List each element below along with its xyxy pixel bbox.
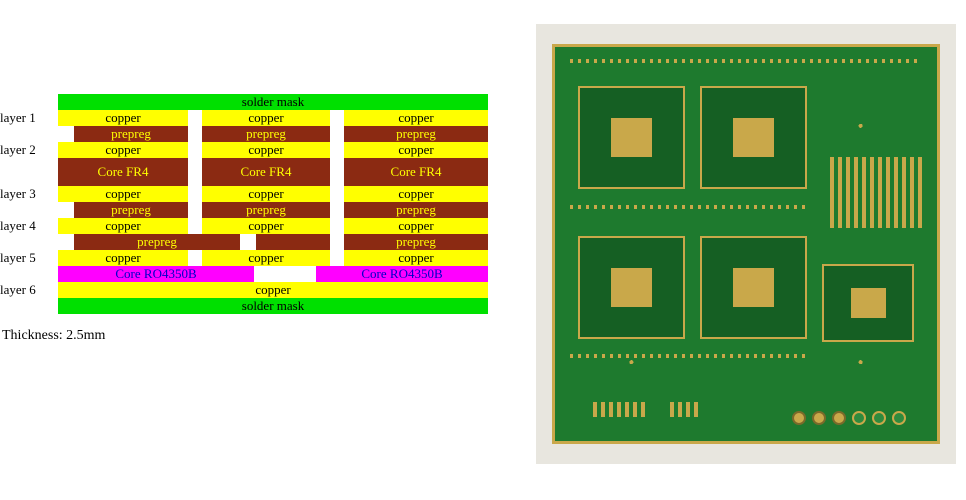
copper-layer: copper [202, 110, 330, 126]
stack-row: copper [58, 282, 488, 298]
gap [188, 110, 202, 126]
prepreg-layer: prepreg [74, 202, 188, 218]
layer-label: layer 6 [0, 283, 56, 297]
stack-row: prepreg prepreg prepreg [58, 202, 488, 218]
pad-cluster [593, 402, 646, 418]
gap [330, 110, 344, 126]
stack-row: copper copper copper [58, 218, 488, 234]
gap [254, 266, 316, 282]
gap [330, 250, 344, 266]
copper-layer: copper [344, 110, 488, 126]
prepreg-layer: prepreg [344, 202, 488, 218]
chip-zone [578, 86, 685, 188]
copper-layer: copper [58, 186, 188, 202]
edge-pads [570, 205, 807, 209]
stack-row: copper copper copper [58, 186, 488, 202]
prepreg-layer [256, 234, 330, 250]
via-icon [872, 411, 886, 425]
gap [330, 158, 344, 186]
copper-layer: copper [58, 282, 488, 298]
layer-label: layer 1 [0, 111, 56, 125]
gap [330, 202, 344, 218]
pcb-photo-frame [536, 24, 956, 464]
layer-label: layer 4 [0, 219, 56, 233]
stack-row: solder mask [58, 298, 488, 314]
edge-pads [570, 59, 921, 63]
gap [188, 250, 202, 266]
gap [330, 142, 344, 158]
prepreg-layer: prepreg [202, 126, 330, 142]
gap [330, 234, 344, 250]
prepreg-layer: prepreg [344, 126, 488, 142]
core-fr4-layer: Core FR4 [202, 158, 330, 186]
copper-layer: copper [202, 218, 330, 234]
solder-mask-layer: solder mask [58, 298, 488, 314]
copper-layer: copper [344, 218, 488, 234]
edge-pads [570, 354, 807, 358]
copper-layer: copper [344, 250, 488, 266]
stack-row: prepreg prepreg [58, 234, 488, 250]
stack-row: copper copper copper [58, 142, 488, 158]
via-icon [832, 411, 846, 425]
copper-layer: copper [202, 142, 330, 158]
gap [188, 218, 202, 234]
prepreg-layer: prepreg [344, 234, 488, 250]
gap [240, 234, 256, 250]
layer-label: layer 5 [0, 251, 56, 265]
gap [330, 126, 344, 142]
chip-zone [700, 86, 807, 188]
gap [330, 186, 344, 202]
copper-layer: copper [202, 186, 330, 202]
core-fr4-layer: Core FR4 [58, 158, 188, 186]
prepreg-layer: prepreg [74, 234, 240, 250]
copper-layer: copper [344, 142, 488, 158]
pad-cluster [670, 402, 701, 418]
chip-zone [700, 236, 807, 338]
layer-labels-column: layer 1 layer 2 layer 3 layer 4 layer 5 layer… [0, 94, 58, 314]
gap [188, 142, 202, 158]
thickness-label: Thickness: 2.5mm [2, 328, 105, 344]
layer-label: layer 2 [0, 143, 56, 157]
copper-layer: copper [58, 250, 188, 266]
gap [188, 158, 202, 186]
copper-layer: copper [58, 110, 188, 126]
core-ro4350b-layer: Core RO4350B [316, 266, 488, 282]
prepreg-layer: prepreg [74, 126, 188, 142]
copper-layer: copper [58, 218, 188, 234]
stackup-column: solder maskcoppercoppercopperprepregprep… [58, 94, 488, 314]
via-icon [852, 411, 866, 425]
copper-layer: copper [58, 142, 188, 158]
via-icon [792, 411, 806, 425]
header-pads [830, 157, 922, 228]
via-icon [812, 411, 826, 425]
chip-zone [578, 236, 685, 338]
copper-layer: copper [344, 186, 488, 202]
gap [330, 218, 344, 234]
layer-label: layer 3 [0, 187, 56, 201]
via-row [792, 411, 906, 425]
stack-row: prepreg prepreg prepreg [58, 126, 488, 142]
core-ro4350b-layer: Core RO4350B [58, 266, 254, 282]
gap [188, 126, 202, 142]
prepreg-layer: prepreg [202, 202, 330, 218]
stack-row: copper copper copper [58, 250, 488, 266]
core-fr4-layer: Core FR4 [344, 158, 488, 186]
gap [188, 186, 202, 202]
stack-row: Core RO4350B Core RO4350B [58, 266, 488, 282]
stack-row: Core FR4 Core FR4 Core FR4 [58, 158, 488, 186]
via-icon [892, 411, 906, 425]
copper-layer: copper [202, 250, 330, 266]
stack-row: solder mask [58, 94, 488, 110]
solder-mask-layer: solder mask [58, 94, 488, 110]
pcb-board [552, 44, 940, 444]
chip-zone-small [822, 264, 914, 343]
stack-row: copper copper copper [58, 110, 488, 126]
gap [188, 202, 202, 218]
